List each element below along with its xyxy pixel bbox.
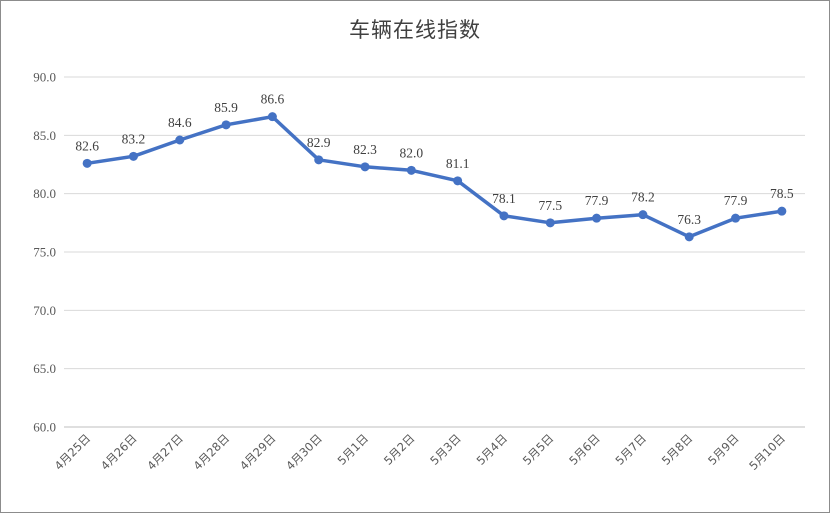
x-tick-label: 4月29日 [237, 431, 279, 473]
x-tick-label: 5月8日 [659, 431, 696, 468]
data-label: 82.3 [353, 142, 377, 157]
y-tick-label: 60.0 [33, 420, 56, 435]
data-label: 78.1 [492, 191, 516, 206]
data-point [360, 162, 370, 172]
data-label: 85.9 [214, 100, 238, 115]
x-tick-label: 5月4日 [474, 431, 511, 468]
data-label: 78.2 [631, 190, 655, 205]
y-tick-label: 70.0 [33, 303, 56, 318]
data-label: 81.1 [446, 156, 470, 171]
data-point [267, 112, 277, 122]
data-point [221, 120, 231, 130]
x-tick-label: 5月10日 [746, 431, 788, 473]
data-point [684, 232, 694, 242]
gridlines [64, 76, 805, 428]
data-labels: 82.6 83.2 84.6 85.9 86.6 82.9 82.3 82.0 81.1 78.1… [75, 92, 794, 227]
y-tick-label: 85.0 [33, 128, 56, 143]
data-label: 84.6 [168, 115, 192, 130]
data-label: 78.5 [770, 186, 794, 201]
x-tick-label: 5月2日 [381, 431, 418, 468]
data-label: 82.6 [75, 138, 99, 153]
x-tick-label: 4月26日 [98, 431, 140, 473]
data-point [128, 151, 138, 161]
data-point [592, 213, 602, 223]
data-label: 77.9 [585, 193, 609, 208]
series-points [82, 112, 787, 242]
x-tick-label: 5月3日 [427, 431, 464, 468]
series-polyline [85, 114, 784, 239]
data-label: 86.6 [261, 92, 285, 107]
x-tick-label: 4月27日 [144, 431, 186, 473]
data-point [314, 155, 324, 165]
x-axis-ticks: 4月25日 4月26日 4月27日 4月28日 4月29日 4月30日 5月1日 5月2日 5月… [52, 431, 788, 473]
x-tick-label: 5月6日 [566, 431, 603, 468]
data-point [406, 165, 416, 175]
series-line [85, 114, 784, 239]
data-point [777, 206, 787, 216]
data-label: 82.9 [307, 135, 331, 150]
y-axis-ticks: 60.0 65.0 70.0 75.0 80.0 85.0 90.0 [33, 70, 56, 435]
data-label: 83.2 [122, 131, 146, 146]
data-label: 76.3 [677, 212, 701, 227]
y-tick-label: 75.0 [33, 245, 56, 260]
y-tick-label: 65.0 [33, 361, 56, 376]
x-tick-label: 4月25日 [52, 431, 94, 473]
data-label: 77.5 [538, 198, 562, 213]
x-tick-label: 5月5日 [520, 431, 557, 468]
data-label: 77.9 [724, 193, 748, 208]
data-point [175, 135, 185, 145]
y-tick-label: 80.0 [33, 186, 56, 201]
x-tick-label: 5月1日 [335, 431, 372, 468]
data-label: 82.0 [400, 145, 424, 160]
x-tick-label: 4月30日 [283, 431, 325, 473]
y-tick-label: 90.0 [33, 70, 56, 85]
chart-title: 车辆在线指数 [349, 18, 481, 42]
x-tick-label: 5月9日 [705, 431, 742, 468]
data-point [545, 218, 555, 228]
data-point [638, 210, 648, 220]
data-point [731, 213, 741, 223]
data-point [499, 211, 509, 221]
x-tick-label: 5月7日 [613, 431, 650, 468]
data-point [82, 158, 92, 168]
data-point [453, 176, 463, 186]
x-tick-label: 4月28日 [191, 431, 233, 473]
